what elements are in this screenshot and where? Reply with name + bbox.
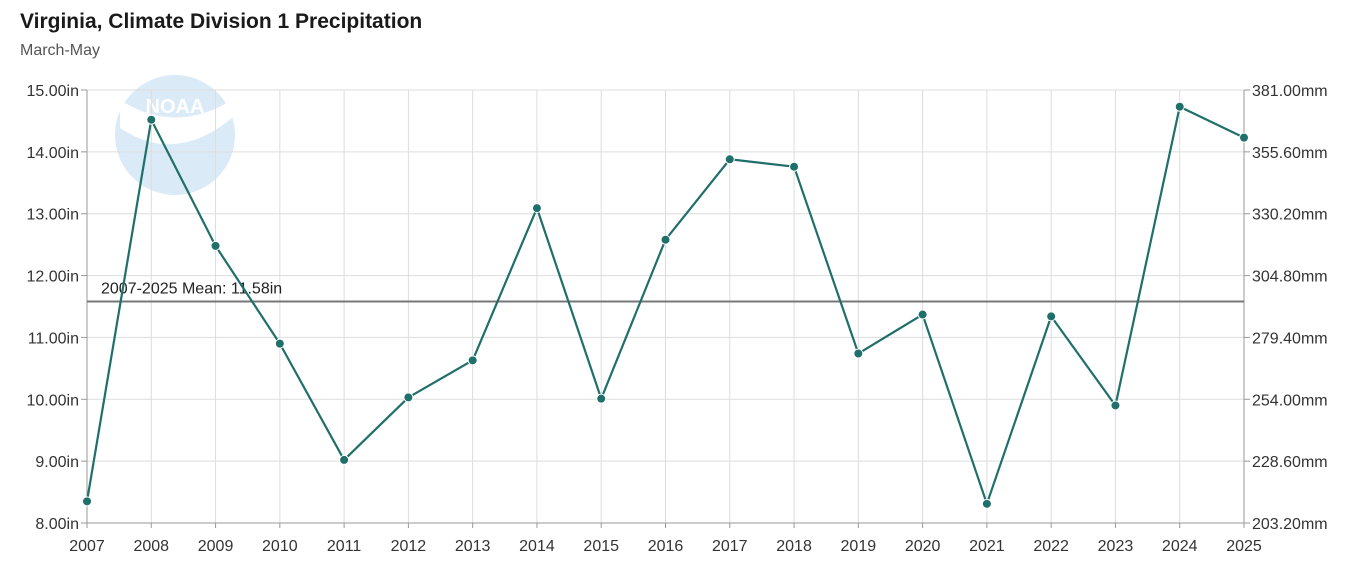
x-tick-label: 2010 bbox=[262, 538, 298, 555]
data-point-2023 bbox=[1110, 400, 1121, 411]
data-point-2016 bbox=[660, 234, 671, 245]
data-point-2008 bbox=[146, 114, 157, 125]
data-point-2018 bbox=[789, 161, 800, 172]
y-tick-label-right: 304.80mm bbox=[1252, 269, 1328, 286]
mean-label: 2007-2025 Mean: 11.58in bbox=[101, 281, 282, 298]
x-tick-label: 2019 bbox=[841, 538, 877, 555]
data-point-2009 bbox=[210, 240, 221, 251]
y-tick-label-right: 355.60mm bbox=[1252, 145, 1328, 162]
x-tick-label: 2008 bbox=[133, 538, 169, 555]
data-point-2010 bbox=[274, 338, 285, 349]
data-point-2019 bbox=[853, 348, 864, 359]
data-point-2015 bbox=[596, 393, 607, 404]
y-tick-label-left: 9.00in bbox=[35, 454, 79, 471]
y-tick-label-left: 15.00in bbox=[27, 83, 80, 100]
y-tick-label-right: 228.60mm bbox=[1252, 454, 1328, 471]
y-tick-label-right: 254.00mm bbox=[1252, 392, 1328, 409]
grid-lines bbox=[86, 89, 1245, 524]
x-tick-label: 2015 bbox=[583, 538, 619, 555]
data-point-2011 bbox=[339, 454, 350, 465]
x-tick-label: 2018 bbox=[776, 538, 812, 555]
data-point-2022 bbox=[1046, 311, 1057, 322]
x-tick-label: 2013 bbox=[455, 538, 491, 555]
x-tick-label: 2011 bbox=[327, 538, 362, 555]
data-point-2007 bbox=[82, 496, 92, 507]
x-tick-label: 2007 bbox=[69, 538, 105, 555]
x-tick-label: 2022 bbox=[1033, 538, 1069, 555]
y-tick-label-left: 11.00in bbox=[28, 330, 79, 347]
y-tick-label-left: 13.00in bbox=[27, 207, 80, 224]
y-tick-label-right: 279.40mm bbox=[1252, 330, 1328, 347]
data-point-2017 bbox=[724, 154, 735, 165]
mean-reference: 2007-2025 Mean: 11.58in bbox=[87, 281, 1244, 303]
data-point-2025 bbox=[1239, 132, 1249, 143]
noaa-logo-watermark: NOAA bbox=[115, 75, 235, 195]
y-tick-label-left: 8.00in bbox=[35, 516, 79, 533]
data-point-2020 bbox=[917, 309, 928, 320]
x-tick-label: 2020 bbox=[905, 538, 941, 555]
y-tick-label-left: 12.00in bbox=[27, 269, 80, 286]
y-tick-label-left: 14.00in bbox=[27, 145, 80, 162]
x-tick-label: 2024 bbox=[1162, 538, 1198, 555]
data-point-2013 bbox=[467, 355, 478, 366]
data-point-2012 bbox=[403, 392, 414, 403]
y-tick-label-left: 10.00in bbox=[27, 392, 80, 409]
data-point-2021 bbox=[981, 498, 992, 509]
data-point-2014 bbox=[531, 203, 542, 214]
data-point-2024 bbox=[1174, 101, 1185, 112]
x-tick-label: 2017 bbox=[712, 538, 748, 555]
axes: 15.00in 381.00mm 14.00in 355.60mm 13.00in 330… bbox=[27, 83, 1328, 555]
chart-subtitle: March-May bbox=[20, 42, 101, 59]
x-tick-label: 2023 bbox=[1098, 538, 1134, 555]
x-tick-label: 2025 bbox=[1226, 538, 1262, 555]
x-tick-label: 2021 bbox=[969, 538, 1005, 555]
noaa-logo-text: NOAA bbox=[146, 96, 205, 118]
y-tick-label-right: 203.20mm bbox=[1252, 516, 1328, 533]
y-tick-label-right: 381.00mm bbox=[1252, 83, 1328, 100]
series-group bbox=[82, 101, 1249, 509]
x-tick-label: 2012 bbox=[391, 538, 427, 555]
x-tick-label: 2014 bbox=[519, 538, 555, 555]
x-tick-label: 2009 bbox=[198, 538, 234, 555]
chart-title: Virginia, Climate Division 1 Precipitati… bbox=[20, 10, 423, 33]
x-tick-label: 2016 bbox=[648, 538, 684, 555]
y-tick-label-right: 330.20mm bbox=[1252, 207, 1328, 224]
